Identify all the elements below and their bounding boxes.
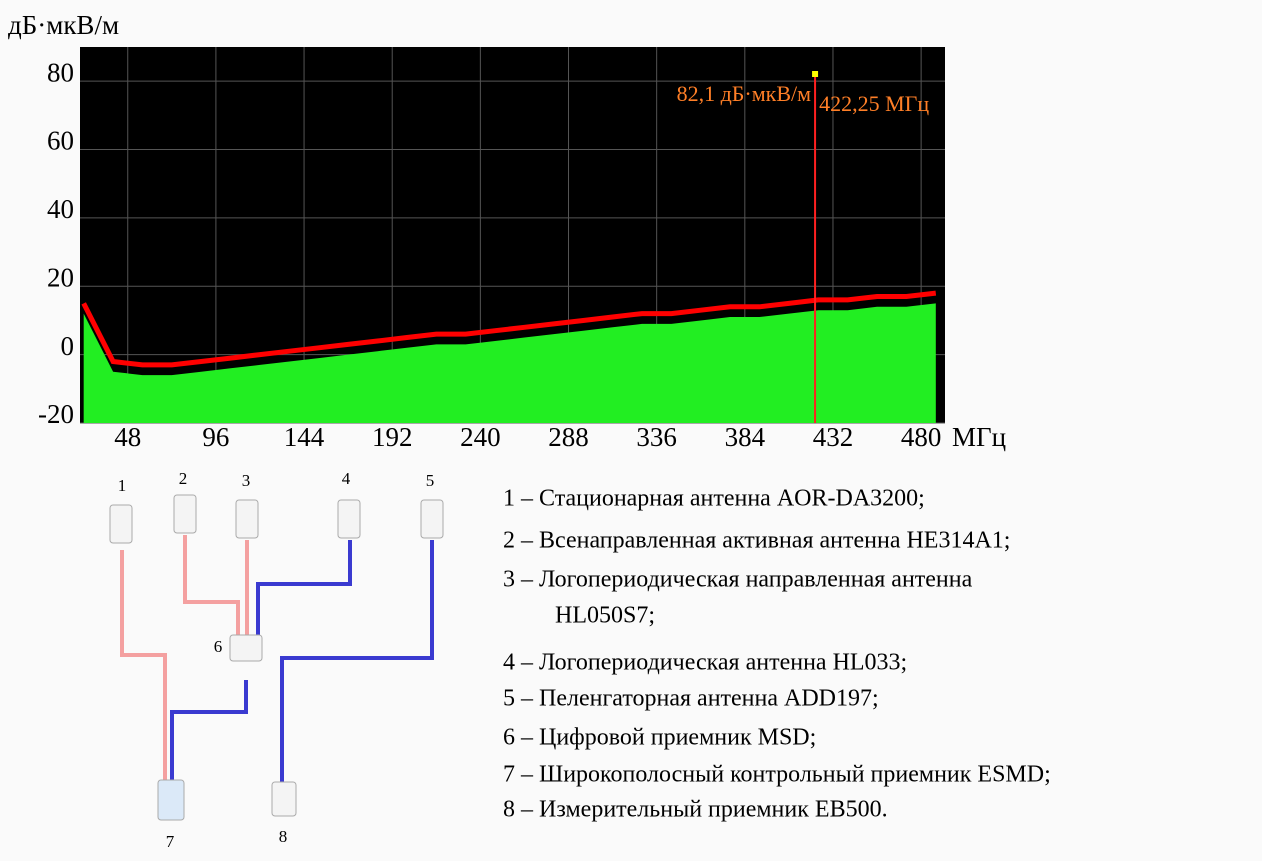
node-label: 4 <box>342 469 351 488</box>
y-tick-label: 40 <box>47 194 74 224</box>
antenna <box>174 495 196 533</box>
legend-item: HL050S7; <box>555 603 655 629</box>
legend-item: 5 – Пеленгаторная антенна ADD197; <box>503 686 879 712</box>
node-label: 3 <box>242 471 251 490</box>
legend-item: 8 – Измерительный приемник EB500. <box>503 797 888 823</box>
x-tick-label: 192 <box>372 422 413 452</box>
receiver <box>158 780 184 820</box>
x-tick-label: 336 <box>636 422 677 452</box>
legend-item: 3 – Логопериодическая направленная антен… <box>503 567 973 593</box>
legend-item: 6 – Цифровой приемник MSD; <box>503 725 816 751</box>
x-tick-label: 144 <box>284 422 325 452</box>
x-tick-label: 240 <box>460 422 501 452</box>
legend-item: 1 – Стационарная антенна AOR-DA3200; <box>503 486 925 512</box>
node-label: 5 <box>426 471 435 490</box>
page: -200204060804896144192240288336384432480… <box>0 0 1262 866</box>
legend-item: 7 – Широкополосный контрольный приемник … <box>503 762 1051 788</box>
figure: -200204060804896144192240288336384432480… <box>0 0 1262 861</box>
x-tick-label: 432 <box>813 422 854 452</box>
antenna <box>110 505 132 543</box>
y-tick-label: 0 <box>61 331 75 361</box>
antenna <box>236 500 258 538</box>
x-tick-label: 288 <box>548 422 589 452</box>
x-tick-label: 48 <box>114 422 141 452</box>
y-tick-label: 60 <box>47 126 74 156</box>
node-label: 6 <box>214 637 223 656</box>
y-tick-label: 20 <box>47 262 74 292</box>
peak-value-label: 82,1 дБ·мкВ/м <box>677 81 812 106</box>
x-tick-label: 96 <box>202 422 229 452</box>
legend-item: 2 – Всенаправленная активная антенна HE3… <box>503 528 1010 554</box>
node-label: 8 <box>279 827 288 846</box>
y-axis-label: дБ·мкВ/м <box>8 10 119 40</box>
legend-item: 4 – Логопериодическая антенна HL033; <box>503 650 907 676</box>
x-tick-label: 384 <box>725 422 766 452</box>
receiver <box>230 635 262 661</box>
node-label: 2 <box>179 469 188 488</box>
peak-marker <box>812 71 818 77</box>
x-axis-label: МГц <box>952 422 1006 452</box>
node-label: 7 <box>166 832 175 851</box>
y-tick-label: 80 <box>47 57 74 87</box>
antenna <box>338 500 360 538</box>
y-tick-label: -20 <box>38 399 74 429</box>
receiver <box>272 782 296 816</box>
x-tick-label: 480 <box>901 422 942 452</box>
node-label: 1 <box>118 476 127 495</box>
peak-frequency-label: 422,25 МГц <box>819 91 929 116</box>
antenna <box>421 500 443 538</box>
